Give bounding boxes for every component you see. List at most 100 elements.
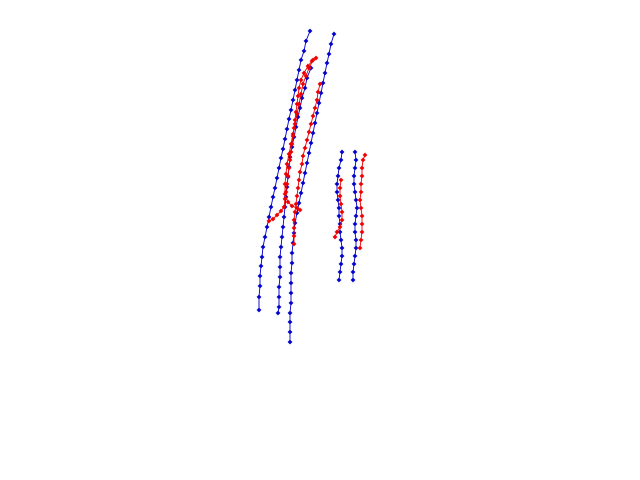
data-point-marker bbox=[278, 244, 284, 250]
data-point-marker bbox=[350, 277, 356, 283]
data-point-marker bbox=[301, 70, 307, 76]
data-point-marker bbox=[292, 220, 298, 226]
series-layer bbox=[256, 28, 368, 345]
data-point-marker bbox=[286, 151, 292, 157]
data-point-marker bbox=[278, 155, 284, 161]
data-point-marker bbox=[353, 213, 359, 219]
data-point-marker bbox=[288, 300, 294, 306]
data-point-marker bbox=[256, 294, 262, 300]
data-point-marker bbox=[274, 175, 280, 181]
data-point-marker bbox=[296, 200, 302, 206]
data-point-marker bbox=[294, 77, 300, 83]
data-point-marker bbox=[262, 234, 268, 240]
data-point-marker bbox=[302, 170, 308, 176]
data-point-marker bbox=[295, 93, 301, 99]
data-point-marker bbox=[351, 173, 357, 179]
data-point-marker bbox=[277, 264, 283, 270]
data-point-marker bbox=[302, 85, 308, 91]
data-point-marker bbox=[306, 129, 312, 135]
data-point-marker bbox=[351, 261, 357, 267]
data-point-marker bbox=[296, 177, 302, 183]
data-point-marker bbox=[298, 190, 304, 196]
data-point-marker bbox=[307, 28, 313, 34]
data-point-marker bbox=[336, 277, 342, 283]
data-point-marker bbox=[281, 204, 287, 210]
data-point-marker bbox=[351, 181, 357, 187]
data-point-marker bbox=[331, 31, 337, 37]
data-point-marker bbox=[328, 41, 334, 47]
data-point-marker bbox=[292, 121, 298, 127]
data-point-marker bbox=[260, 244, 266, 250]
data-point-marker bbox=[358, 181, 364, 187]
series-blue-0 bbox=[256, 28, 313, 313]
data-point-marker bbox=[315, 89, 321, 95]
data-point-marker bbox=[284, 161, 290, 167]
data-point-marker bbox=[308, 140, 314, 146]
data-point-marker bbox=[352, 165, 358, 171]
data-point-marker bbox=[280, 146, 286, 152]
data-point-marker bbox=[359, 221, 365, 227]
data-point-marker bbox=[310, 113, 316, 119]
data-point-marker bbox=[339, 253, 345, 259]
data-point-marker bbox=[291, 241, 297, 247]
data-point-marker bbox=[339, 149, 345, 155]
data-point-marker bbox=[291, 225, 297, 231]
data-point-marker bbox=[289, 260, 295, 266]
data-point-marker bbox=[264, 224, 270, 230]
data-point-marker bbox=[281, 214, 287, 220]
data-point-marker bbox=[352, 149, 358, 155]
data-point-marker bbox=[358, 189, 364, 195]
series-blue-1 bbox=[287, 31, 337, 345]
data-point-marker bbox=[334, 181, 340, 187]
data-point-marker bbox=[303, 38, 309, 44]
data-point-marker bbox=[300, 81, 306, 87]
data-point-marker bbox=[280, 224, 286, 230]
data-point-marker bbox=[257, 273, 263, 279]
data-point-marker bbox=[268, 204, 274, 210]
series-blue-4 bbox=[350, 149, 360, 283]
data-point-marker bbox=[339, 217, 345, 223]
data-point-marker bbox=[298, 77, 304, 83]
data-point-marker bbox=[290, 97, 296, 103]
data-point-marker bbox=[294, 205, 300, 211]
data-point-marker bbox=[326, 51, 332, 57]
data-point-marker bbox=[296, 85, 302, 91]
data-point-marker bbox=[354, 205, 360, 211]
data-point-marker bbox=[332, 234, 338, 240]
data-point-marker bbox=[304, 160, 310, 166]
data-point-marker bbox=[316, 100, 322, 106]
data-point-marker bbox=[270, 194, 276, 200]
data-point-marker bbox=[282, 136, 288, 142]
series-red-6 bbox=[291, 81, 323, 247]
data-point-marker bbox=[359, 229, 365, 235]
data-point-marker bbox=[286, 116, 292, 122]
data-point-marker bbox=[317, 81, 323, 87]
data-point-marker bbox=[362, 152, 368, 158]
data-point-marker bbox=[359, 213, 365, 219]
data-point-marker bbox=[270, 216, 276, 222]
data-point-marker bbox=[266, 218, 272, 224]
data-point-marker bbox=[256, 307, 262, 313]
data-point-marker bbox=[352, 221, 358, 227]
series-red-8 bbox=[332, 177, 345, 240]
data-point-marker bbox=[314, 97, 320, 103]
data-point-marker bbox=[279, 234, 285, 240]
data-point-marker bbox=[336, 165, 342, 171]
data-point-marker bbox=[306, 150, 312, 156]
data-point-marker bbox=[358, 237, 364, 243]
data-point-marker bbox=[353, 197, 359, 203]
data-point-marker bbox=[310, 57, 316, 63]
data-point-marker bbox=[300, 153, 306, 159]
data-point-marker bbox=[337, 185, 343, 191]
data-point-marker bbox=[287, 329, 293, 335]
data-point-marker bbox=[289, 250, 295, 256]
data-point-marker bbox=[275, 310, 281, 316]
data-point-marker bbox=[339, 209, 345, 215]
data-point-marker bbox=[322, 70, 328, 76]
data-point-marker bbox=[286, 165, 292, 171]
data-point-marker bbox=[352, 189, 358, 195]
data-point-marker bbox=[272, 185, 278, 191]
data-point-marker bbox=[298, 91, 304, 97]
data-point-marker bbox=[297, 169, 303, 175]
